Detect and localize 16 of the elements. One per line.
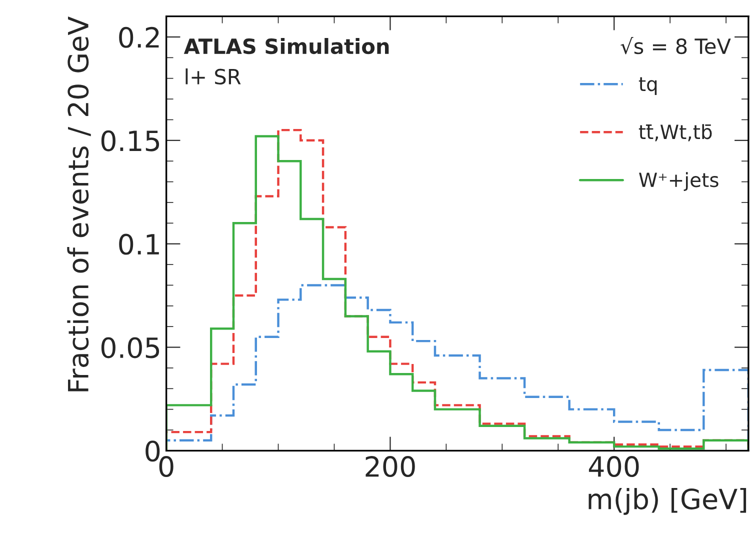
- annotation: l+ SR: [186, 68, 241, 85]
- annotation: √s = 8 TeV: [620, 36, 731, 54]
- legend-label: W⁺+jets: [639, 172, 718, 191]
- x-tick-label: 0: [159, 456, 174, 478]
- y-tick-label: 0.1: [119, 234, 159, 255]
- y-axis-title: Fraction of events / 20 GeV: [67, 16, 91, 392]
- y-tick-label: 0.05: [101, 337, 160, 358]
- x-axis-title: m(jb) [GeV]: [588, 488, 746, 515]
- legend-label: tq: [638, 77, 657, 95]
- x-tick-label: 400: [588, 456, 639, 478]
- y-tick-label: 0.2: [119, 26, 159, 48]
- annotation: ATLAS Simulation: [184, 38, 389, 54]
- y-tick-label: 0.15: [101, 130, 160, 152]
- legend-label: tt̄,Wt,tb̄: [638, 124, 712, 142]
- x-tick-label: 200: [366, 456, 415, 478]
- y-tick-label: 0: [146, 440, 160, 462]
